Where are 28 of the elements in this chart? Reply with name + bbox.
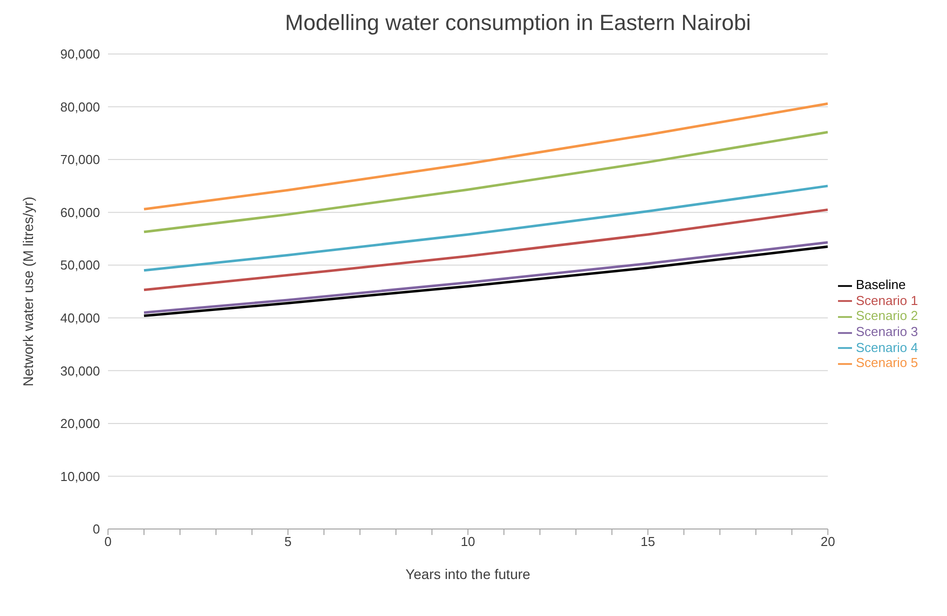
line-series xyxy=(142,184,828,272)
x-tick-label: 20 xyxy=(820,534,836,550)
y-tick-label: 40,000 xyxy=(60,310,100,326)
y-tick-label: 80,000 xyxy=(60,99,100,114)
line-series xyxy=(142,102,828,210)
x-tick-label: 15 xyxy=(640,534,656,550)
y-tick-label: 90,000 xyxy=(60,46,100,62)
x-tick-label: 5 xyxy=(284,534,292,550)
y-tick-label: 50,000 xyxy=(60,258,100,273)
x-tick-label: 10 xyxy=(460,534,476,550)
y-tick-label: 0 xyxy=(92,522,100,537)
legend-label: Scenario 4 xyxy=(856,340,918,355)
chart-title: Modelling water consumption in Eastern Nairobi xyxy=(284,10,752,36)
y-tick-label: 70,000 xyxy=(60,152,100,168)
x-axis-title: Years into the future xyxy=(406,566,531,582)
y-tick-label: 20,000 xyxy=(60,416,100,432)
line-series xyxy=(142,208,828,292)
y-tick-label: 30,000 xyxy=(60,363,100,378)
legend-label: Scenario 2 xyxy=(856,308,918,324)
legend-label: Scenario 5 xyxy=(856,355,918,370)
legend-label: Scenario 3 xyxy=(856,324,918,339)
line-series xyxy=(142,130,828,234)
x-tick-label: 0 xyxy=(104,534,112,550)
legend-label: Baseline xyxy=(856,277,906,292)
legend-label: Scenario 1 xyxy=(856,292,918,308)
y-tick-label: 60,000 xyxy=(60,204,100,220)
y-axis-title: Network water use (M litres/yr) xyxy=(20,196,36,386)
y-tick-label: 10,000 xyxy=(60,468,100,484)
